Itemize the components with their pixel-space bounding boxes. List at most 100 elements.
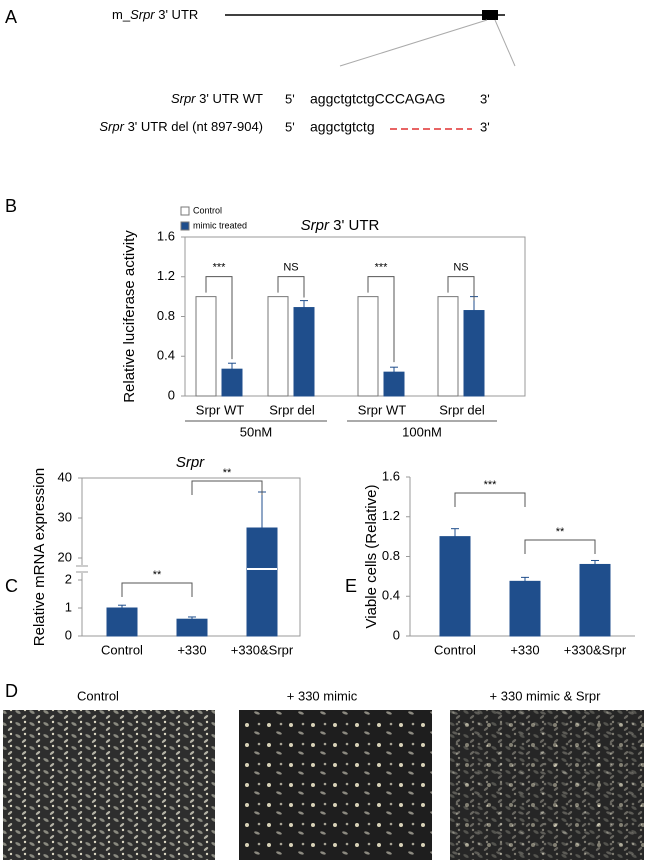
y-tick-label: 0.4 — [382, 588, 400, 603]
micrograph — [3, 710, 215, 860]
y-tick-label: 0.8 — [382, 548, 400, 563]
row-label: 3' UTR del (nt 897-904) — [124, 119, 263, 134]
y-tick-label: 1.2 — [382, 508, 400, 523]
axis-break — [76, 565, 88, 573]
x-tick-label: +330 — [177, 642, 206, 657]
significance: ** — [556, 526, 565, 538]
bar — [267, 296, 289, 397]
five-prime: 5' — [285, 119, 295, 134]
five-prime: 5' — [285, 91, 295, 106]
significance: *** — [375, 262, 389, 274]
row-gene: Srpr — [99, 119, 124, 134]
title-text: Srpr — [176, 454, 205, 471]
sequence: aggctgtctgCCCAGAG — [310, 91, 445, 107]
gene-name: Srpr — [130, 7, 155, 22]
bar — [437, 296, 459, 397]
legend-label: mimic treated — [193, 220, 247, 230]
gene-prefix: m_ — [112, 7, 131, 22]
bar — [176, 618, 208, 637]
zoom-line — [494, 19, 516, 67]
bar — [509, 580, 541, 637]
y-tick-label: 1.6 — [157, 228, 175, 243]
y-tick-label: 0.8 — [157, 308, 175, 323]
y-tick-label: 0 — [168, 387, 175, 402]
legend-swatch — [180, 206, 190, 216]
row-label: 3' UTR WT — [196, 91, 264, 106]
x-tick-label: Srpr WT — [196, 402, 244, 417]
significance-bracket — [205, 276, 233, 360]
bar — [579, 563, 611, 637]
gene-label: m_Srpr 3' UTR — [112, 7, 198, 22]
significance: ** — [223, 467, 232, 479]
title-gene: Srpr — [301, 217, 330, 234]
significance: *** — [484, 479, 498, 491]
bar — [221, 368, 243, 397]
micrograph-overlay — [450, 710, 644, 860]
x-tick-label: Srpr WT — [358, 402, 406, 417]
title-text: 3' UTR — [329, 217, 380, 234]
significance-bracket — [277, 276, 305, 298]
significance-bracket — [367, 276, 395, 363]
y-tick-label: 0.4 — [157, 348, 175, 363]
image-caption: + 330 mimic & Srpr — [490, 688, 602, 703]
chart-title: Srpr — [176, 454, 205, 471]
bar — [383, 371, 405, 397]
y-tick-label: 30 — [58, 509, 72, 524]
x-tick-label: Control — [101, 642, 143, 657]
bar — [195, 296, 217, 397]
x-tick-label: +330&Srpr — [564, 642, 627, 657]
y-tick-label: 1 — [65, 599, 72, 614]
row-name: Srpr 3' UTR del (nt 897-904) — [99, 119, 263, 134]
y-axis-label: Relative luciferase activity — [121, 230, 138, 403]
image-caption: Control — [77, 688, 119, 703]
y-tick-label: 0 — [393, 627, 400, 642]
legend-swatch — [180, 221, 190, 231]
significance: NS — [283, 262, 298, 274]
bar — [439, 536, 471, 637]
sequence: aggctgtctg — [310, 119, 375, 135]
bar — [463, 310, 485, 397]
row-gene: Srpr — [171, 91, 196, 106]
significance: *** — [213, 262, 227, 274]
zoom-line — [339, 19, 488, 67]
significance: ** — [153, 569, 162, 581]
micrograph — [239, 710, 432, 860]
bar — [293, 307, 315, 397]
legend-label: Control — [193, 205, 222, 215]
significance-bracket — [454, 492, 526, 507]
three-prime: 3' — [480, 91, 490, 106]
x-tick-label: Srpr del — [269, 402, 315, 417]
y-tick-label: 40 — [58, 469, 72, 484]
x-tick-label: Srpr del — [439, 402, 485, 417]
image-caption: + 330 mimic — [287, 688, 358, 703]
y-tick-label: 20 — [58, 549, 72, 564]
panel-label: B — [5, 196, 17, 216]
panel-label: D — [5, 681, 18, 701]
x-tick-label: +330&Srpr — [231, 642, 294, 657]
significance-bracket — [121, 582, 193, 597]
row-name: Srpr 3' UTR WT — [171, 91, 263, 106]
panel-label: C — [5, 576, 18, 596]
significance: NS — [453, 262, 468, 274]
chart-title: Srpr 3' UTR — [301, 217, 380, 234]
y-tick-label: 2 — [65, 571, 72, 586]
gene-suffix: 3' UTR — [155, 7, 199, 22]
x-tick-label: Control — [434, 642, 476, 657]
bar — [106, 607, 138, 637]
panel-label: E — [345, 576, 357, 596]
bar — [357, 296, 379, 397]
y-tick-label: 0 — [65, 627, 72, 642]
bar — [246, 527, 278, 637]
group-label: 100nM — [402, 424, 442, 439]
three-prime: 3' — [480, 119, 490, 134]
y-axis-label: Relative mRNA expression — [31, 468, 48, 646]
significance-bracket — [447, 276, 475, 301]
panel-label: A — [5, 7, 17, 27]
y-axis-label: Viable cells (Relative) — [363, 485, 380, 629]
site-box — [482, 10, 498, 20]
group-label: 50nM — [240, 424, 273, 439]
y-tick-label: 1.6 — [382, 468, 400, 483]
significance-bracket — [524, 539, 596, 554]
